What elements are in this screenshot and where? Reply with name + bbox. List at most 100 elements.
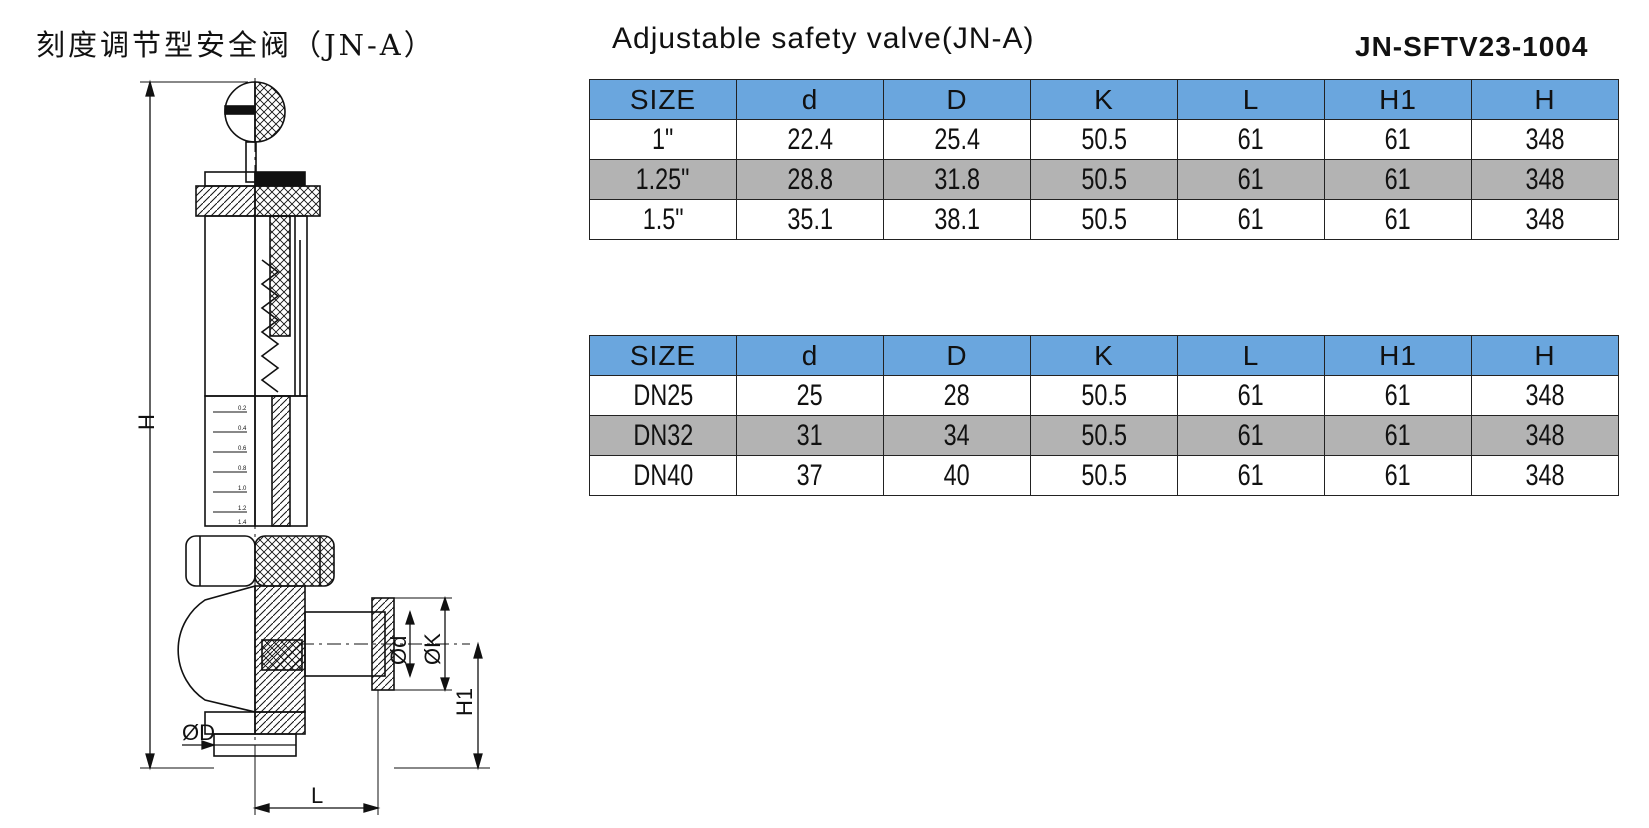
cell-value: 31	[796, 419, 824, 452]
english-title: Adjustable safety valve(JN-A)	[612, 22, 1035, 55]
dim-label-K: ØK	[420, 633, 445, 665]
header-cell: d	[736, 335, 884, 376]
spec-table-inch: SIZE d D K L H1 H 1" 22.4 25.4 50.5 61 6…	[589, 79, 1619, 240]
dim-label-H: H	[134, 414, 159, 430]
cell-value: 348	[1525, 163, 1565, 196]
cell-value: 31.8	[934, 163, 980, 196]
table-cell: 61	[1324, 455, 1472, 496]
header-cell: L	[1177, 335, 1325, 376]
cell-value: 40	[943, 459, 971, 492]
table-cell: 61	[1324, 375, 1472, 416]
cell-value: 61	[1237, 459, 1265, 492]
cell-value: 50.5	[1081, 459, 1127, 492]
table-cell: 50.5	[1030, 159, 1178, 200]
table-cell: 50.5	[1030, 119, 1178, 160]
cell-value: 35.1	[787, 203, 833, 236]
cell-value: 25	[796, 379, 824, 412]
product-code: JN-SFTV23-1004	[1355, 31, 1589, 62]
header-cell: SIZE	[589, 79, 737, 120]
table-cell: 28	[883, 375, 1031, 416]
cell-value: 38.1	[934, 203, 980, 236]
cell-value: 22.4	[787, 123, 833, 156]
table-header-row: SIZE d D K L H1 H	[589, 335, 1619, 376]
table-cell: 61	[1177, 375, 1325, 416]
header-cell: d	[736, 79, 884, 120]
cell-value: 61	[1384, 419, 1412, 452]
cell-value: 50.5	[1081, 379, 1127, 412]
cell-value: 61	[1384, 123, 1412, 156]
cell-value: 37	[796, 459, 824, 492]
table-cell: 1.25"	[589, 159, 737, 200]
table-cell: 22.4	[736, 119, 884, 160]
table-cell: 61	[1177, 159, 1325, 200]
cell-value: 25.4	[934, 123, 980, 156]
cell-value: 50.5	[1081, 163, 1127, 196]
cell-value: DN32	[633, 419, 693, 452]
table-cell: 61	[1177, 455, 1325, 496]
cell-value: 1"	[652, 123, 674, 156]
table-cell: 50.5	[1030, 415, 1178, 456]
cell-value: 61	[1384, 163, 1412, 196]
table-cell: DN32	[589, 415, 737, 456]
header-cell: H	[1471, 335, 1619, 376]
table-cell: DN40	[589, 455, 737, 496]
table-cell: 50.5	[1030, 375, 1178, 416]
scale-mark: 1.4	[238, 520, 247, 526]
table-cell: 50.5	[1030, 455, 1178, 496]
table-row: DN25 25 28 50.5 61 61 348	[589, 375, 1619, 416]
dim-label-d: Ød	[386, 636, 411, 665]
header-cell: L	[1177, 79, 1325, 120]
cell-value: 348	[1525, 419, 1565, 452]
table-cell: 38.1	[883, 199, 1031, 240]
table-cell: 61	[1177, 119, 1325, 160]
cell-value: DN25	[633, 379, 693, 412]
cell-value: 348	[1525, 379, 1565, 412]
cell-value: DN40	[633, 459, 693, 492]
table-cell: 61	[1324, 415, 1472, 456]
cell-value: 28.8	[787, 163, 833, 196]
scale-mark: 0.8	[238, 466, 247, 472]
table-cell: 1"	[589, 119, 737, 160]
cell-value: 61	[1237, 379, 1265, 412]
table-cell: 31.8	[883, 159, 1031, 200]
cell-value: 50.5	[1081, 419, 1127, 452]
table-cell: 35.1	[736, 199, 884, 240]
scale-mark: 0.4	[238, 426, 247, 432]
spec-table-dn: SIZE d D K L H1 H DN25 25 28 50.5 61 61 …	[589, 335, 1619, 496]
cell-value: 50.5	[1081, 123, 1127, 156]
table-row: 1" 22.4 25.4 50.5 61 61 348	[589, 119, 1619, 160]
dim-label-D: ØD	[182, 720, 215, 745]
cell-value: 61	[1384, 203, 1412, 236]
valve-drawing: H H1 Ød ØK ØD L 0.2 0.4 0.6 0.8 1.0 1.2 …	[134, 78, 490, 815]
cell-value: 1.5"	[642, 203, 684, 236]
cell-value: 34	[943, 419, 971, 452]
cell-value: 1.25"	[636, 163, 690, 196]
table-cell: 25.4	[883, 119, 1031, 160]
table-cell: 31	[736, 415, 884, 456]
cell-value: 61	[1237, 203, 1265, 236]
table-cell: 61	[1177, 415, 1325, 456]
table-cell: 348	[1471, 119, 1619, 160]
table-cell: 25	[736, 375, 884, 416]
table-cell: 40	[883, 455, 1031, 496]
table-cell: 50.5	[1030, 199, 1178, 240]
cell-value: 61	[1237, 123, 1265, 156]
scale-mark: 0.2	[238, 406, 247, 412]
table-cell: DN25	[589, 375, 737, 416]
table-cell: 28.8	[736, 159, 884, 200]
header-cell: D	[883, 335, 1031, 376]
dim-label-H1: H1	[452, 688, 477, 716]
table-cell: 348	[1471, 415, 1619, 456]
cell-value: 61	[1384, 379, 1412, 412]
cell-value: 348	[1525, 203, 1565, 236]
header-cell: H1	[1324, 79, 1472, 120]
scale-mark: 0.6	[238, 446, 247, 452]
header-cell: SIZE	[589, 335, 737, 376]
table-row: 1.5" 35.1 38.1 50.5 61 61 348	[589, 199, 1619, 240]
table-cell: 348	[1471, 199, 1619, 240]
table-cell: 61	[1177, 199, 1325, 240]
chinese-title: 刻度调节型安全阀（JN-A）	[36, 28, 436, 62]
cell-value: 61	[1237, 419, 1265, 452]
table-row: DN32 31 34 50.5 61 61 348	[589, 415, 1619, 456]
cell-value: 348	[1525, 123, 1565, 156]
